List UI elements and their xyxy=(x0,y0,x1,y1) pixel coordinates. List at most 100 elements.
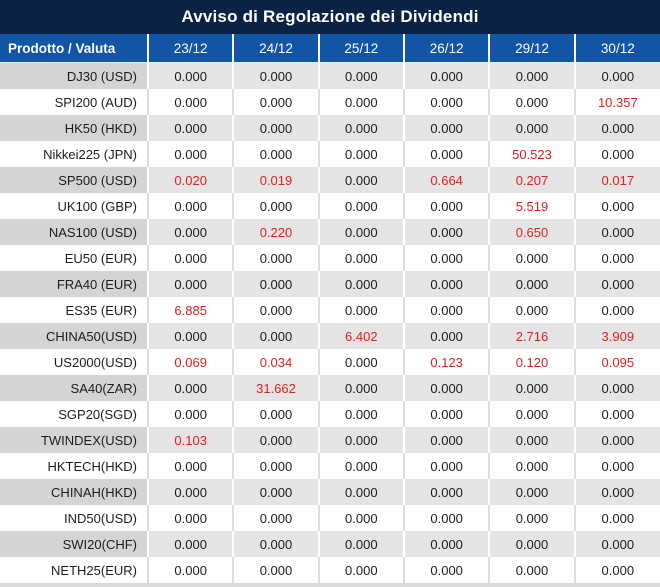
dividend-value: 0.000 xyxy=(317,167,404,193)
product-label: HK50 (HKD) xyxy=(0,115,148,141)
table-row: HK50 (HKD) 0.000 0.000 0.000 0.000 0.000 0.000 xyxy=(0,115,660,141)
dividend-value: 0.000 xyxy=(146,505,234,531)
dividend-value: 0.000 xyxy=(402,193,490,219)
dividend-value: 0.000 xyxy=(232,271,319,297)
dividend-value: 0.000 xyxy=(146,479,234,505)
dividend-value: 0.000 xyxy=(573,401,660,427)
dividend-value: 6.402 xyxy=(317,323,404,349)
dividend-value: 0.000 xyxy=(402,323,490,349)
dividend-value: 0.000 xyxy=(573,453,660,479)
table-row: DJ30 (USD) 0.000 0.000 0.000 0.000 0.000 0.000 xyxy=(0,62,660,89)
table-row: HKTECH(HKD) 0.000 0.000 0.000 0.000 0.000 0.00… xyxy=(0,453,660,479)
table-body: DJ30 (USD) 0.000 0.000 0.000 0.000 0.000 0.000… xyxy=(0,62,660,583)
table-row: SWI20(CHF) 0.000 0.000 0.000 0.000 0.000 0.000 xyxy=(0,531,660,557)
dividend-value: 0.017 xyxy=(573,167,660,193)
date-column-header: 29/12 xyxy=(488,34,575,63)
dividend-value: 0.095 xyxy=(573,349,660,375)
dividend-value: 0.000 xyxy=(402,479,490,505)
dividend-value: 0.000 xyxy=(573,245,660,271)
table-row: NAS100 (USD) 0.000 0.220 0.000 0.000 0.650 0.0… xyxy=(0,219,660,245)
product-label: DJ30 (USD) xyxy=(0,62,148,89)
dividend-value: 0.000 xyxy=(232,245,319,271)
product-column-header: Prodotto / Valuta xyxy=(0,34,148,63)
product-label: SPI200 (AUD) xyxy=(0,89,148,115)
dividend-value: 0.000 xyxy=(317,219,404,245)
product-label: TWINDEX(USD) xyxy=(0,427,148,453)
dividend-value: 0.019 xyxy=(232,167,319,193)
product-label: Nikkei225 (JPN) xyxy=(0,141,148,167)
dividend-value: 5.519 xyxy=(488,193,575,219)
dividend-value: 6.885 xyxy=(146,297,234,323)
product-label: US2000(USD) xyxy=(0,349,148,375)
table-row: SGP20(SGD) 0.000 0.000 0.000 0.000 0.000 0.000 xyxy=(0,401,660,427)
dividend-value: 0.000 xyxy=(146,115,234,141)
dividend-value: 0.000 xyxy=(317,271,404,297)
dividend-value: 0.000 xyxy=(232,557,319,583)
dividend-value: 0.000 xyxy=(232,323,319,349)
dividend-value: 0.000 xyxy=(402,531,490,557)
dividend-value: 0.000 xyxy=(488,427,575,453)
dividend-value: 0.000 xyxy=(317,453,404,479)
table-row: TWINDEX(USD) 0.103 0.000 0.000 0.000 0.000 0.0… xyxy=(0,427,660,453)
dividend-value: 0.000 xyxy=(232,141,319,167)
table-row: SPI200 (AUD) 0.000 0.000 0.000 0.000 0.000 10.… xyxy=(0,89,660,115)
dividend-value: 0.000 xyxy=(488,453,575,479)
table-row: UK100 (GBP) 0.000 0.000 0.000 0.000 5.519 0.00… xyxy=(0,193,660,219)
product-label: EU50 (EUR) xyxy=(0,245,148,271)
date-column-header: 24/12 xyxy=(232,34,319,63)
product-label: ES35 (EUR) xyxy=(0,297,148,323)
dividend-value: 0.000 xyxy=(317,141,404,167)
page-title: Avviso di Regolazione dei Dividendi xyxy=(0,0,660,34)
dividend-value: 0.069 xyxy=(146,349,234,375)
dividend-table: Prodotto / Valuta 23/12 24/12 25/12 26/12 29/… xyxy=(0,34,660,583)
dividend-value: 0.000 xyxy=(146,219,234,245)
dividend-value: 0.000 xyxy=(146,375,234,401)
table-row: EU50 (EUR) 0.000 0.000 0.000 0.000 0.000 0.000 xyxy=(0,245,660,271)
dividend-value: 0.000 xyxy=(573,115,660,141)
dividend-value: 0.000 xyxy=(146,531,234,557)
dividend-value: 0.000 xyxy=(573,557,660,583)
dividend-value: 0.000 xyxy=(146,401,234,427)
dividend-value: 0.000 xyxy=(573,193,660,219)
date-column-header: 26/12 xyxy=(402,34,490,63)
dividend-value: 0.000 xyxy=(488,115,575,141)
dividend-value: 0.000 xyxy=(488,297,575,323)
dividend-value: 31.662 xyxy=(232,375,319,401)
dividend-value: 0.000 xyxy=(488,531,575,557)
dividend-value: 0.000 xyxy=(573,427,660,453)
dividend-value: 0.000 xyxy=(146,557,234,583)
dividend-value: 0.000 xyxy=(232,401,319,427)
dividend-value: 0.000 xyxy=(146,271,234,297)
dividend-value: 0.000 xyxy=(573,62,660,89)
product-label: IND50(USD) xyxy=(0,505,148,531)
dividend-value: 0.000 xyxy=(573,479,660,505)
dividend-value: 0.000 xyxy=(146,62,234,89)
dividend-value: 0.000 xyxy=(317,297,404,323)
dividend-value: 0.000 xyxy=(232,505,319,531)
dividend-value: 0.000 xyxy=(402,89,490,115)
dividend-value: 0.000 xyxy=(317,401,404,427)
dividend-value: 0.000 xyxy=(402,401,490,427)
product-label: SA40(ZAR) xyxy=(0,375,148,401)
dividend-value: 0.000 xyxy=(573,531,660,557)
dividend-value: 0.000 xyxy=(402,141,490,167)
dividend-value: 0.650 xyxy=(488,219,575,245)
dividend-value: 0.000 xyxy=(402,505,490,531)
dividend-value: 0.000 xyxy=(402,453,490,479)
dividend-value: 0.000 xyxy=(488,557,575,583)
product-label: NAS100 (USD) xyxy=(0,219,148,245)
dividend-value: 50.523 xyxy=(488,141,575,167)
dividend-value: 0.000 xyxy=(573,375,660,401)
dividend-value: 0.000 xyxy=(317,375,404,401)
dividend-value: 0.000 xyxy=(488,271,575,297)
dividend-value: 0.000 xyxy=(317,245,404,271)
dividend-value: 0.000 xyxy=(488,89,575,115)
dividend-value: 0.120 xyxy=(488,349,575,375)
dividend-value: 0.000 xyxy=(232,297,319,323)
dividend-value: 0.000 xyxy=(232,89,319,115)
dividend-value: 0.000 xyxy=(232,479,319,505)
dividend-value: 0.000 xyxy=(232,427,319,453)
dividend-value: 0.000 xyxy=(573,271,660,297)
dividend-value: 0.000 xyxy=(573,505,660,531)
